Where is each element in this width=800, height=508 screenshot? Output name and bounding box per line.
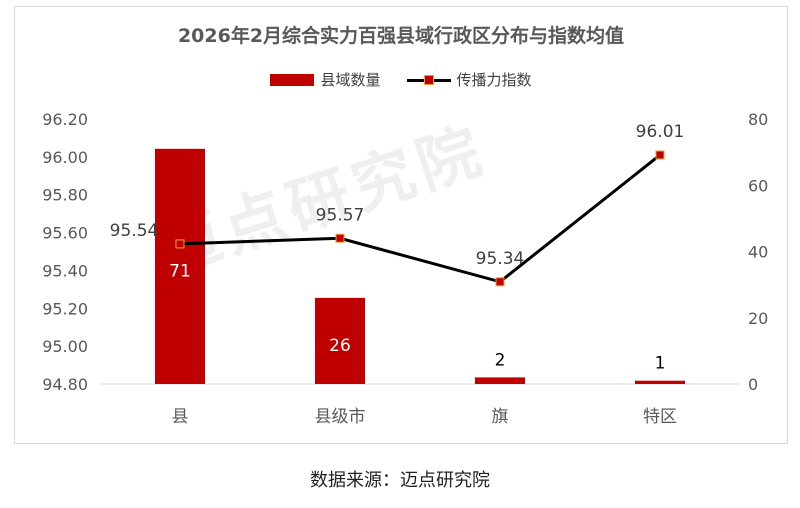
chart-legend: 县域数量 传播力指数 (15, 69, 787, 90)
bar-data-label: 26 (329, 336, 351, 356)
y-right-tick-label: 80 (748, 110, 768, 129)
bar (635, 380, 685, 384)
legend-bar-label: 县域数量 (320, 71, 381, 89)
legend-item-bar: 县域数量 (270, 69, 381, 90)
y-right-tick-label: 60 (748, 176, 768, 195)
y-left-tick-label: 95.80 (42, 186, 88, 205)
line-point-marker (335, 233, 345, 243)
x-tick-label: 县 (172, 407, 189, 427)
line-point-marker (655, 150, 665, 160)
bar (315, 297, 365, 384)
y-right-tick-label: 0 (748, 375, 758, 394)
x-tick-label: 县级市 (315, 407, 366, 427)
y-left-tick-label: 95.20 (42, 299, 88, 318)
bar-data-label: 1 (655, 354, 666, 374)
y-left-tick-label: 96.00 (42, 148, 88, 167)
line-point-marker (495, 277, 505, 287)
y-left-tick-label: 95.40 (42, 261, 88, 280)
line-data-label: 95.34 (476, 249, 525, 269)
bar-data-label: 71 (169, 261, 191, 281)
legend-item-line: 传播力指数 (406, 69, 532, 90)
source-note: 数据来源：迈点研究院 (310, 470, 490, 491)
line-data-label: 95.54 (110, 221, 159, 241)
x-tick-label: 特区 (643, 407, 677, 427)
bar-data-label: 2 (495, 350, 506, 370)
legend-bar-swatch (270, 73, 315, 86)
y-right-tick-label: 20 (748, 309, 768, 328)
y-left-tick-label: 95.00 (42, 337, 88, 356)
line-point-marker (175, 239, 185, 249)
chart-frame: 2026年2月综合实力百强县域行政区分布与指数均值 县域数量 传播力指数 (14, 6, 788, 444)
line-data-label: 96.01 (636, 122, 685, 142)
y-left-tick-label: 95.60 (42, 224, 88, 243)
legend-line-swatch (406, 74, 451, 86)
bar (475, 377, 525, 384)
x-tick-label: 旗 (492, 407, 509, 427)
y-right-tick-label: 40 (748, 243, 768, 262)
chart-title: 2026年2月综合实力百强县域行政区分布与指数均值 (177, 25, 625, 47)
series-line (179, 153, 661, 284)
y-left-tick-label: 94.80 (42, 375, 88, 394)
y-left-tick-label: 96.20 (42, 110, 88, 129)
legend-line-label: 传播力指数 (456, 71, 532, 89)
bar (155, 148, 205, 384)
line-data-label: 95.57 (316, 205, 365, 225)
